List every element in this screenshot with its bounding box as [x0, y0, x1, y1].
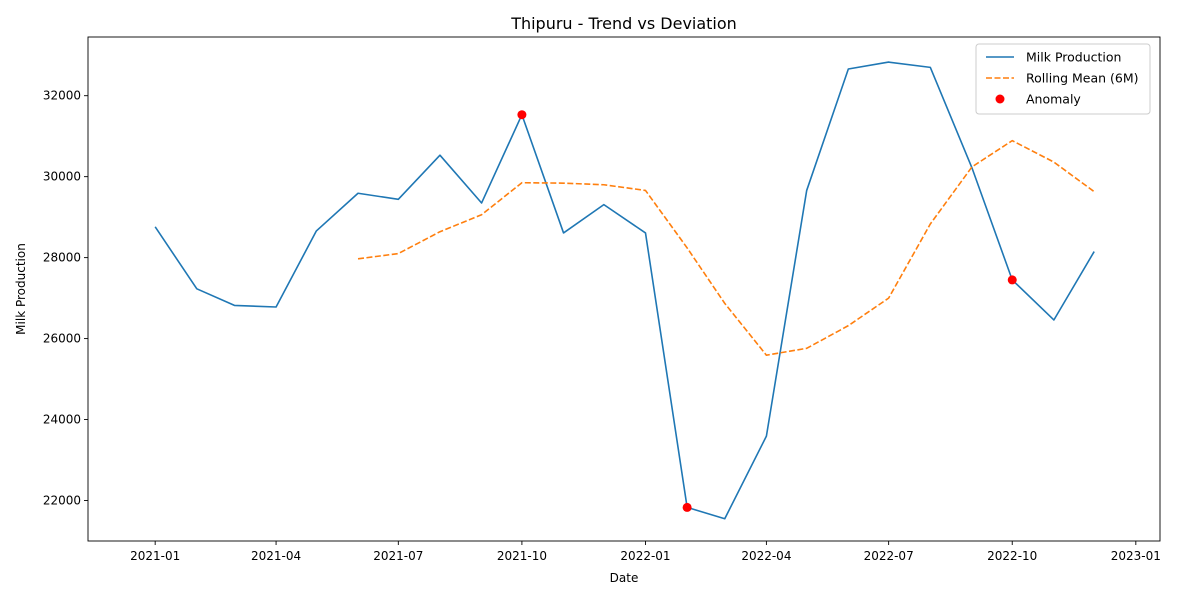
y-tick-label-3: 28000 [43, 251, 81, 265]
x-tick-label-1: 2021-04 [251, 549, 301, 563]
plot-frame [87, 36, 1161, 542]
y-tick-label-1: 24000 [43, 413, 81, 427]
legend-label-2: Anomaly [1026, 92, 1081, 107]
y-axis-label: Milk Production [14, 243, 28, 335]
x-tick-label-8: 2023-01 [1111, 549, 1161, 563]
x-tick-label-4: 2022-01 [620, 549, 670, 563]
milk-production-line [154, 61, 1095, 520]
y-tick-label-4: 30000 [43, 170, 81, 184]
legend-box [975, 43, 1151, 115]
x-tick-label-0: 2021-01 [130, 549, 180, 563]
plot-area: 2021-01 2021-04 2021-07 2021-10 2022-01 2022-… [43, 36, 1161, 563]
x-tick-label-3: 2021-10 [497, 549, 547, 563]
anomaly-point-0 [517, 110, 527, 120]
chart-title: Thipuru - Trend vs Deviation [510, 14, 737, 33]
y-tick-label-2: 26000 [43, 332, 81, 346]
anomaly-point-1 [682, 502, 692, 512]
x-tick-label-2: 2021-07 [373, 549, 423, 563]
x-tick-label-5: 2022-04 [741, 549, 791, 563]
rolling-mean-line [357, 139, 1095, 356]
x-axis-label: Date [610, 571, 639, 585]
legend-marker-anomaly [995, 94, 1005, 104]
anomaly-point-2 [1007, 275, 1017, 285]
y-tick-label-5: 32000 [43, 89, 81, 103]
legend: Milk Production Rolling Mean (6M) Anomaly [975, 43, 1151, 115]
y-tick-label-0: 22000 [43, 494, 81, 508]
x-tick-label-7: 2022-10 [987, 549, 1037, 563]
legend-label-1: Rolling Mean (6M) [1026, 71, 1139, 86]
legend-label-0: Milk Production [1026, 50, 1121, 65]
x-tick-label-6: 2022-07 [864, 549, 914, 563]
